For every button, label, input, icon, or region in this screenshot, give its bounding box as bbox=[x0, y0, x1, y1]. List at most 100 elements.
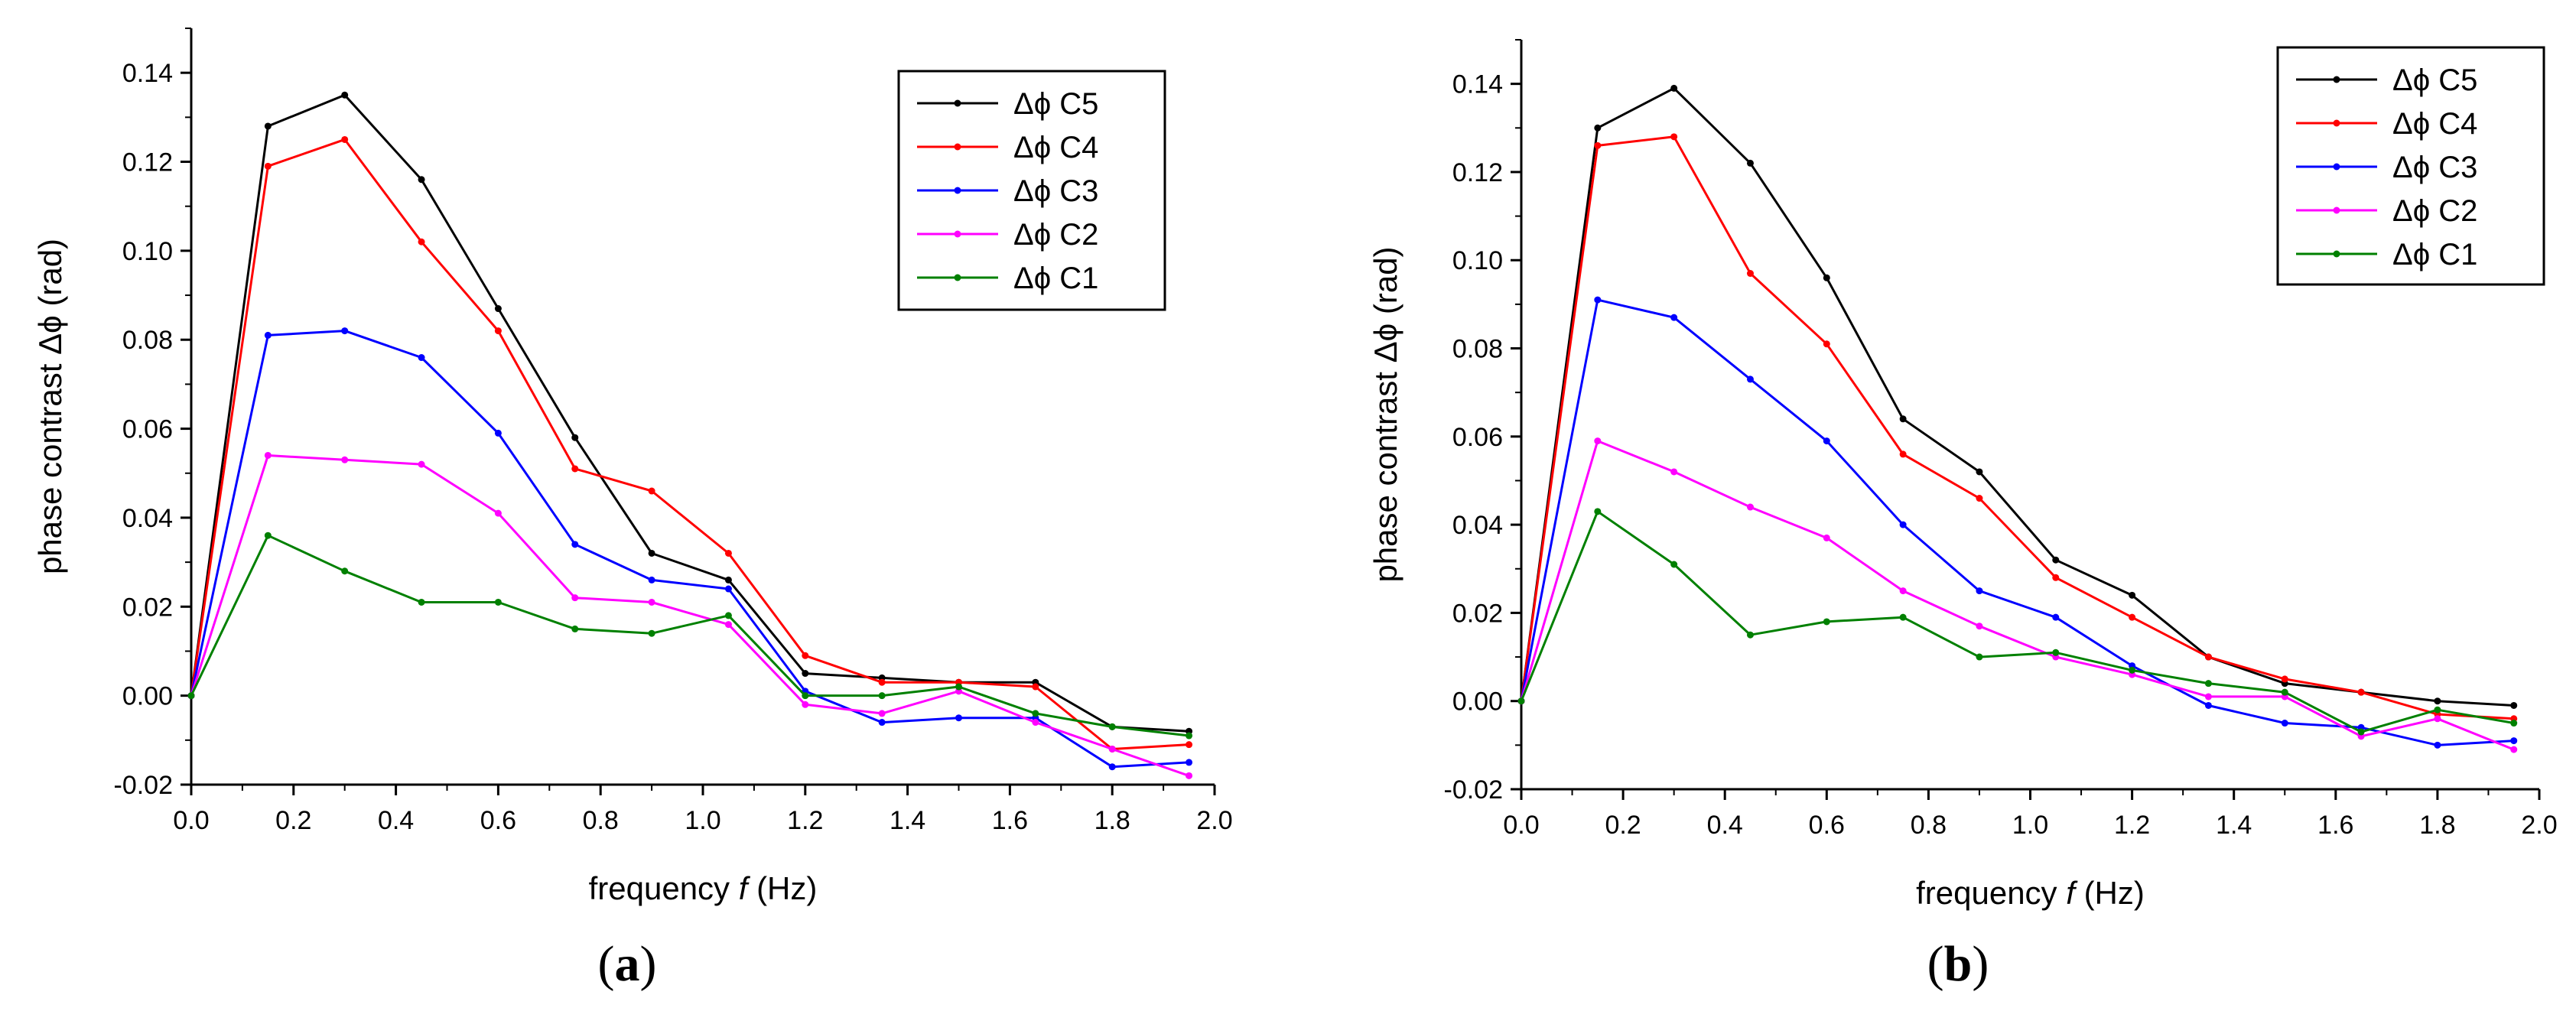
x-axis-title: frequency f (Hz) bbox=[589, 870, 818, 906]
panel-caption: (a) bbox=[598, 936, 657, 992]
y-tick-label: 0.00 bbox=[1452, 688, 1503, 717]
data-point bbox=[1186, 759, 1193, 766]
legend-label: Δϕ C1 bbox=[1013, 262, 1098, 295]
chart-panel-a: 0.0 0.2 0.4 0.6 0.8 1.0 1.2 1.4 1.6 1.8 2.0 -0.02 0.… bbox=[32, 28, 1233, 992]
data-point bbox=[2357, 688, 2365, 696]
data-point bbox=[2052, 649, 2060, 656]
y-tick-label: -0.02 bbox=[1444, 775, 1504, 805]
y-axis-title: phase contrast Δϕ (rad) bbox=[32, 239, 68, 574]
data-point bbox=[1032, 710, 1039, 717]
data-point bbox=[802, 670, 809, 678]
data-point bbox=[1976, 623, 1983, 630]
y-tick-label: 0.08 bbox=[122, 326, 173, 355]
legend-label: Δϕ C4 bbox=[1013, 131, 1098, 164]
data-point bbox=[2129, 666, 2136, 674]
data-point bbox=[341, 567, 349, 575]
data-point bbox=[1186, 732, 1193, 740]
data-point bbox=[571, 465, 579, 473]
data-point bbox=[1899, 415, 1907, 423]
data-point bbox=[2434, 706, 2441, 714]
caption-letter: b bbox=[1944, 936, 1973, 992]
data-point bbox=[1594, 437, 1602, 445]
legend-marker bbox=[954, 230, 961, 238]
data-point bbox=[648, 629, 655, 637]
y-tick-label: 0.02 bbox=[1452, 599, 1503, 628]
data-point bbox=[2052, 613, 2060, 621]
x-tick-label: 0.4 bbox=[1707, 811, 1743, 840]
data-point bbox=[2204, 680, 2212, 688]
data-point bbox=[955, 683, 962, 691]
data-point bbox=[1976, 587, 1983, 595]
data-point bbox=[724, 585, 732, 593]
data-point bbox=[1670, 468, 1678, 476]
data-point bbox=[648, 576, 655, 584]
data-point bbox=[418, 176, 425, 184]
x-axis-title-prefix: frequency bbox=[1916, 875, 2066, 911]
data-point bbox=[1032, 719, 1039, 727]
x-tick-label: 1.0 bbox=[685, 806, 720, 835]
series-line-c3 bbox=[190, 330, 1189, 769]
data-point bbox=[2510, 701, 2518, 709]
legend-marker bbox=[2333, 206, 2340, 214]
y-tick-label: 0.08 bbox=[1452, 335, 1503, 364]
data-point bbox=[1823, 618, 1830, 626]
data-point bbox=[724, 621, 732, 629]
x-tick-label: 1.2 bbox=[2114, 811, 2150, 840]
data-point bbox=[418, 238, 425, 245]
x-tick-label: 1.0 bbox=[2012, 811, 2048, 840]
data-point bbox=[1976, 653, 1983, 661]
x-tick-label: 0.6 bbox=[480, 806, 516, 835]
series-line-c2 bbox=[190, 454, 1189, 777]
data-point bbox=[2510, 720, 2518, 727]
legend-marker bbox=[954, 99, 961, 107]
y-axis-title: phase contrast Δϕ (rad) bbox=[1368, 246, 1403, 582]
data-point bbox=[187, 692, 195, 700]
data-point bbox=[1670, 314, 1678, 321]
x-tick-label: 0.0 bbox=[173, 806, 209, 835]
data-point bbox=[878, 678, 886, 686]
data-point bbox=[2052, 574, 2060, 581]
legend-marker bbox=[954, 143, 961, 151]
data-point bbox=[878, 710, 886, 717]
data-point bbox=[1108, 763, 1116, 771]
series-line-c5 bbox=[190, 93, 1189, 733]
legend-label: Δϕ C2 bbox=[2392, 194, 2477, 228]
data-point bbox=[1899, 521, 1907, 528]
data-point bbox=[341, 456, 349, 463]
series-line-c4 bbox=[190, 138, 1189, 750]
data-point bbox=[802, 652, 809, 659]
data-point bbox=[2434, 715, 2441, 723]
x-tick-label: 1.6 bbox=[2317, 811, 2353, 840]
x-tick-label: 2.0 bbox=[2521, 811, 2557, 840]
y-tick-label: 0.04 bbox=[122, 504, 173, 533]
legend-label: Δϕ C3 bbox=[1013, 174, 1098, 208]
data-point bbox=[1823, 274, 1830, 281]
legend-label: Δϕ C5 bbox=[1013, 87, 1098, 121]
data-point bbox=[264, 162, 272, 170]
data-point bbox=[494, 429, 502, 437]
y-tick-label: 0.12 bbox=[1452, 158, 1503, 187]
data-point bbox=[2510, 737, 2518, 745]
data-point bbox=[1899, 450, 1907, 458]
data-point bbox=[1594, 141, 1602, 149]
data-point bbox=[2510, 746, 2518, 753]
data-point bbox=[264, 532, 272, 539]
data-point bbox=[494, 509, 502, 517]
legend-marker bbox=[2333, 163, 2340, 171]
data-point bbox=[2204, 701, 2212, 709]
legend-label: Δϕ C2 bbox=[1013, 218, 1098, 252]
data-point bbox=[1594, 124, 1602, 132]
data-point bbox=[1976, 468, 1983, 476]
data-point bbox=[1746, 270, 1754, 278]
y-tick-label: 0.04 bbox=[1452, 511, 1503, 540]
data-point bbox=[418, 460, 425, 468]
x-tick-label: 0.2 bbox=[275, 806, 311, 835]
data-point bbox=[341, 91, 349, 99]
y-tick-label: 0.14 bbox=[122, 59, 173, 88]
data-point bbox=[2204, 653, 2212, 661]
caption-close-paren: ) bbox=[640, 936, 657, 992]
x-tick-label: 0.4 bbox=[378, 806, 414, 835]
x-axis-title: frequency f (Hz) bbox=[1916, 875, 2145, 911]
data-point bbox=[1746, 631, 1754, 639]
data-point bbox=[2052, 556, 2060, 564]
